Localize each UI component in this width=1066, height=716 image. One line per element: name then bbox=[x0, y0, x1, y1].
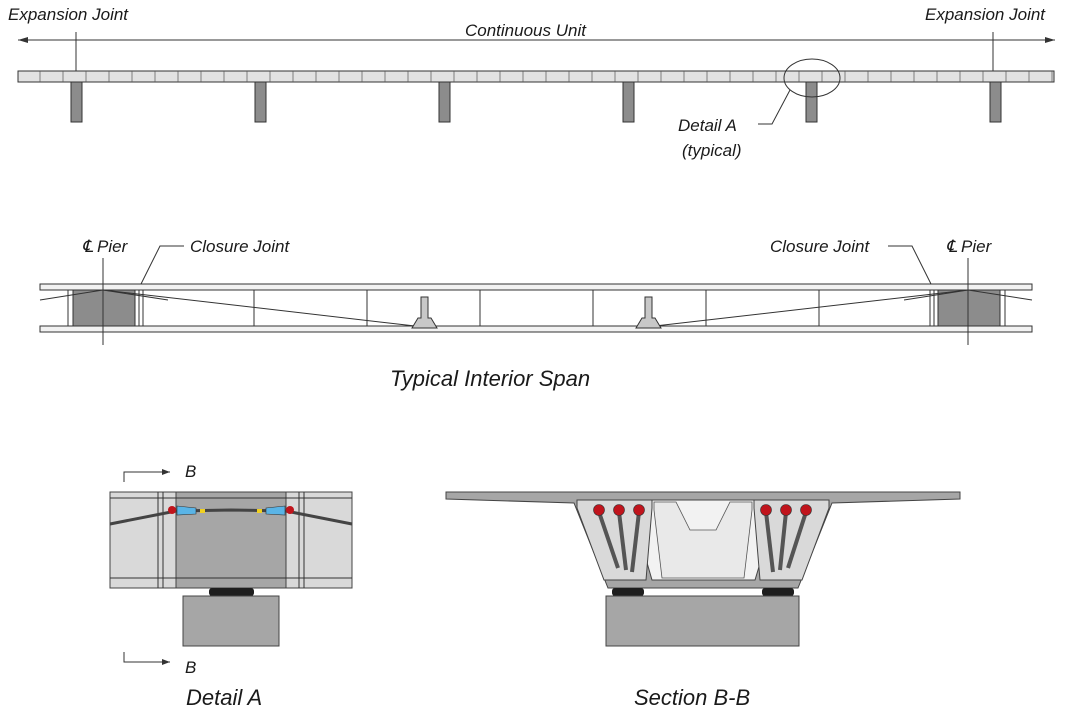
bottom-flange bbox=[39, 325, 1033, 333]
interior-span-title: Typical Interior Span bbox=[390, 366, 590, 391]
centerline-symbol-right: ℄ bbox=[946, 237, 958, 256]
pier-3 bbox=[438, 81, 451, 123]
interior-span: ℄ Pier Closure Joint Closure Joint ℄ Pie… bbox=[39, 237, 1033, 391]
detail-a-callout-label: Detail A bbox=[678, 116, 737, 135]
section-arrow-top-icon bbox=[162, 469, 170, 475]
pier-left-label: Pier bbox=[97, 237, 129, 256]
continuous-unit-label: Continuous Unit bbox=[465, 21, 587, 40]
bridge-elevation: Expansion Joint Expansion Joint Continuo… bbox=[8, 5, 1055, 160]
anchor-blue-left-icon bbox=[176, 505, 197, 516]
tendon-profile bbox=[39, 289, 1033, 327]
section-mark-top-line bbox=[123, 471, 170, 482]
expansion-joint-left-label: Expansion Joint bbox=[8, 5, 129, 24]
closure-joint-right-leader bbox=[888, 245, 933, 287]
tendon-anchor-icon bbox=[780, 504, 792, 516]
anchor-yellow-right-icon bbox=[257, 509, 262, 513]
bearing-left bbox=[612, 588, 644, 596]
detail-a-typical-label: (typical) bbox=[682, 141, 742, 160]
web-segment-lines bbox=[253, 290, 820, 326]
detail-pier-cap bbox=[182, 595, 280, 647]
top-flange bbox=[39, 283, 1033, 291]
deck-segments bbox=[39, 71, 1053, 82]
arrow-left-icon bbox=[18, 37, 28, 43]
section-arrow-bottom-icon bbox=[162, 659, 170, 665]
deviator-right bbox=[635, 296, 662, 329]
tendon-anchor-icon bbox=[593, 504, 605, 516]
anchor-red-left-icon bbox=[168, 506, 176, 514]
centerline-symbol-left: ℄ bbox=[82, 237, 94, 256]
detail-a-circle bbox=[783, 58, 841, 98]
pier-segment-right bbox=[937, 289, 1001, 327]
anchor-yellow-left-icon bbox=[200, 509, 205, 513]
section-pier-cap bbox=[605, 595, 800, 647]
detail-tendon bbox=[109, 508, 353, 526]
detail-a: B B Detail A bbox=[109, 462, 353, 710]
arrow-right-icon bbox=[1045, 37, 1055, 43]
bridge-deck bbox=[17, 70, 1055, 83]
section-bb-title: Section B-B bbox=[634, 685, 750, 710]
tendon-anchor-icon bbox=[800, 504, 812, 516]
anchor-blue-right-icon bbox=[265, 505, 286, 516]
closure-joint-left-leader bbox=[139, 245, 184, 287]
pier-segment-left bbox=[72, 289, 136, 327]
detail-a-title: Detail A bbox=[186, 685, 262, 710]
section-tendons bbox=[597, 511, 808, 573]
pier-2 bbox=[254, 81, 267, 123]
detail-a-leader bbox=[758, 89, 791, 125]
deviator-left bbox=[411, 296, 438, 329]
pier-4 bbox=[622, 81, 635, 123]
tendon-anchor-icon bbox=[760, 504, 772, 516]
section-mark-top-label: B bbox=[185, 462, 196, 481]
pier-6 bbox=[989, 81, 1002, 123]
detail-segment-right bbox=[285, 491, 353, 589]
closure-joint-right-label: Closure Joint bbox=[770, 237, 870, 256]
closure-joint-left-label: Closure Joint bbox=[190, 237, 290, 256]
tendon-anchor-icon bbox=[633, 504, 645, 516]
anchor-red-right-icon bbox=[286, 506, 294, 514]
bearing bbox=[209, 588, 254, 596]
void-chamfer bbox=[653, 501, 753, 579]
section-bb: Section B-B bbox=[445, 491, 961, 710]
pier-1 bbox=[70, 81, 83, 123]
section-mark-bottom-label: B bbox=[185, 658, 196, 677]
detail-segment-left bbox=[109, 491, 177, 589]
detail-pier-segment bbox=[175, 491, 287, 589]
tendon-anchor-icon bbox=[613, 504, 625, 516]
expansion-joint-right-label: Expansion Joint bbox=[925, 5, 1046, 24]
pier-5 bbox=[805, 81, 818, 123]
pier-right-label: Pier bbox=[961, 237, 993, 256]
bearing-right bbox=[762, 588, 794, 596]
section-mark-bottom-line bbox=[123, 652, 170, 663]
